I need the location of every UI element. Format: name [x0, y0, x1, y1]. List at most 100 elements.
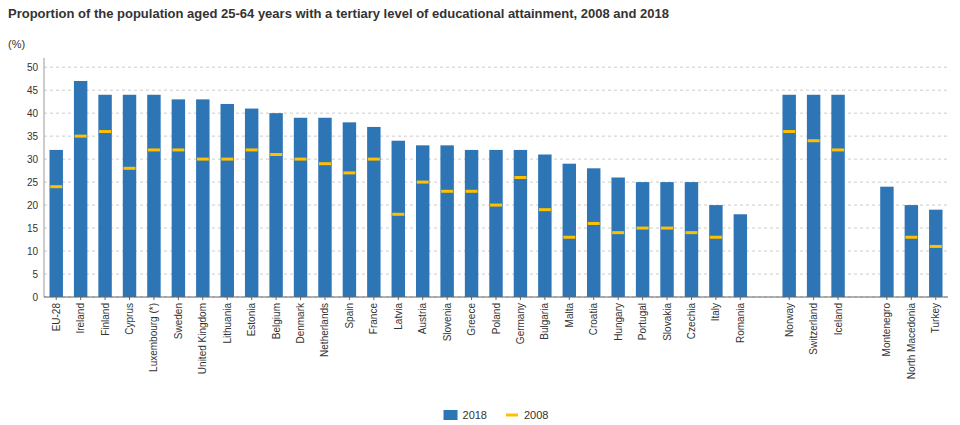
x-tick — [251, 297, 252, 300]
legend-item: 2018 — [444, 409, 487, 421]
marker-dash — [368, 158, 380, 161]
x-tick-label: Estonia — [246, 303, 257, 337]
marker-dash — [270, 153, 282, 156]
y-tick-label: 35 — [27, 131, 39, 142]
x-tick-label: Sweden — [173, 303, 184, 339]
x-tick-label: Slovakia — [662, 303, 673, 341]
bar — [147, 95, 160, 297]
bar — [685, 182, 698, 297]
x-tick-label: Czechia — [686, 303, 697, 340]
x-tick-label: Slovenia — [442, 303, 453, 342]
marker-dash — [99, 130, 111, 133]
x-tick-label: Ireland — [75, 303, 86, 334]
x-tick — [569, 297, 570, 300]
x-tick — [691, 297, 692, 300]
y-axis-line — [44, 58, 45, 297]
y-grid: 05101520253035404550 — [27, 62, 948, 303]
title: Proportion of the population aged 25-64 … — [8, 6, 669, 21]
bar — [318, 118, 331, 297]
x-tick-label: Latvia — [393, 303, 404, 330]
x-tick-label: EU-28 — [51, 303, 62, 332]
marker-dash — [75, 135, 87, 138]
x-tick — [202, 297, 203, 300]
x-tick-label: Finland — [100, 303, 111, 336]
bar — [514, 150, 527, 297]
bar — [905, 205, 918, 297]
legend-swatch — [506, 414, 518, 417]
bar — [343, 122, 356, 297]
x-tick — [667, 297, 668, 300]
y-tick-label: 45 — [27, 85, 39, 96]
grid-line — [44, 90, 948, 91]
chart-svg: Proportion of the population aged 25-64 … — [0, 0, 960, 425]
x-tick-label: Hungary — [613, 303, 624, 341]
x-tick — [349, 297, 350, 300]
marker-dash — [612, 231, 624, 234]
x-tick — [276, 297, 277, 300]
bar — [538, 155, 551, 297]
legend: 20182008 — [444, 409, 549, 421]
bar — [929, 210, 942, 297]
legend-swatch — [444, 410, 458, 420]
x-tick-label: Luxembourg (*) — [148, 303, 159, 372]
bar — [416, 145, 429, 297]
x-tick — [422, 297, 423, 300]
bar — [49, 150, 62, 297]
x-tick — [105, 297, 106, 300]
y-tick-label: 5 — [32, 269, 38, 280]
bar — [172, 99, 185, 297]
x-tick — [886, 297, 887, 300]
x-tick — [813, 297, 814, 300]
marker-dash — [124, 167, 136, 170]
marker-dash — [417, 181, 429, 184]
x-tick — [300, 297, 301, 300]
marker-dash — [832, 148, 844, 151]
marker-dash — [246, 148, 258, 151]
x-tick-label: Germany — [515, 303, 526, 344]
bar — [807, 95, 820, 297]
x-tick — [618, 297, 619, 300]
marks — [49, 81, 942, 297]
marker-dash — [685, 231, 697, 234]
bar — [709, 205, 722, 297]
x-tick-label: Switzerland — [808, 303, 819, 355]
bar — [782, 95, 795, 297]
x-tick — [496, 297, 497, 300]
bar — [392, 141, 405, 297]
x-tick-label: Austria — [417, 303, 428, 335]
x-tick-label: Iceland — [833, 303, 844, 335]
bar — [74, 81, 87, 297]
x-tick — [153, 297, 154, 300]
chart-container: Proportion of the population aged 25-64 … — [0, 0, 960, 425]
series-1 — [50, 132, 942, 247]
x-tick — [324, 297, 325, 300]
x-tick-label: Norway — [784, 303, 795, 337]
x-tick-label: Turkey — [930, 303, 941, 333]
x-tick — [935, 297, 936, 300]
x-tick-label: Spain — [344, 303, 355, 329]
x-tick — [80, 297, 81, 300]
bar — [587, 168, 600, 297]
bar — [465, 150, 478, 297]
bar — [98, 95, 111, 297]
marker-dash — [392, 213, 404, 216]
x-tick-label: Malta — [564, 303, 575, 328]
bar — [440, 145, 453, 297]
marker-dash — [514, 176, 526, 179]
y-tick-label: 30 — [27, 154, 39, 165]
marker-dash — [50, 185, 62, 188]
x-tick — [398, 297, 399, 300]
bar — [269, 113, 282, 297]
y-tick-label: 25 — [27, 177, 39, 188]
y-tick-label: 20 — [27, 200, 39, 211]
bar — [636, 182, 649, 297]
x-tick-label: Croatia — [588, 303, 599, 336]
bar — [196, 99, 209, 297]
marker-dash — [710, 236, 722, 239]
y-tick-label: 0 — [32, 292, 38, 303]
bar — [123, 95, 136, 297]
bar — [563, 164, 576, 297]
x-tick-label: United Kingdom — [197, 303, 208, 374]
bar — [221, 104, 234, 297]
marker-dash — [441, 190, 453, 193]
